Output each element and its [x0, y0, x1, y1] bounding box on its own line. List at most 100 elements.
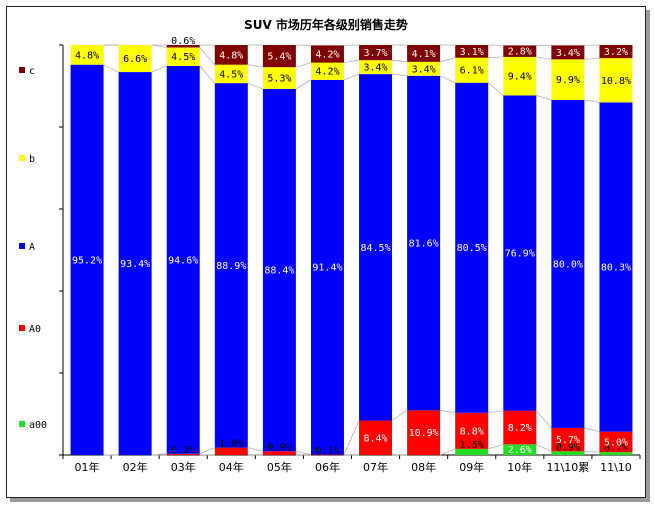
bar-b-9: [503, 56, 537, 96]
data-label-a00-8: 1.5%: [460, 440, 484, 451]
connector-a00: [439, 448, 456, 456]
bar-a00-11: [599, 452, 633, 455]
data-label-b-3: 4.5%: [219, 69, 243, 80]
chart-frame: SUV 市场历年各级别销售走势 c b A A0 a00 95.2% 4.8% 93.4% 6…: [6, 6, 646, 498]
connector-A: [343, 73, 360, 81]
legend-item-c: c: [19, 66, 35, 77]
data-label-b-10: 9.9%: [556, 75, 580, 86]
data-label-A0-6: 8.4%: [363, 433, 387, 444]
connector-A0: [295, 450, 312, 455]
connector-A: [391, 73, 408, 77]
legend-item-A0: A0: [19, 324, 41, 335]
category-label-3: 04年: [219, 460, 244, 474]
bars: [70, 45, 633, 456]
data-label-A-1: 93.4%: [120, 259, 150, 270]
legend-swatch: [19, 421, 25, 427]
data-label-b-1: 6.6%: [123, 54, 147, 65]
bar-c-2: [166, 45, 200, 48]
data-label-A-6: 84.5%: [360, 243, 390, 254]
data-label-c-11: 3.2%: [604, 47, 628, 58]
legend-item-A: A: [19, 242, 35, 253]
category-label-1: 02年: [123, 460, 148, 474]
data-label-b-5: 4.2%: [315, 67, 339, 78]
data-label-A-8: 80.5%: [457, 243, 487, 254]
category-label-10: 11\10累: [547, 461, 590, 474]
bar-b-7: [407, 61, 441, 76]
data-label-A-10: 80.0%: [553, 259, 583, 270]
data-label-a00-9: 2.6%: [508, 445, 532, 456]
bar-A0-3: [214, 447, 248, 455]
legend-label: A0: [29, 324, 41, 335]
series-connectors: [103, 44, 600, 456]
connector-b: [343, 59, 360, 64]
legend-label: c: [29, 66, 35, 77]
bar-A-8: [455, 82, 489, 413]
bar-b-4: [262, 67, 296, 89]
connector-a00: [488, 443, 504, 450]
bar-a00-8: [455, 448, 489, 455]
data-label-A-7: 81.6%: [409, 239, 439, 250]
connector-a00: [536, 443, 552, 452]
category-label-5: 06年: [315, 460, 340, 474]
data-label-c-5: 4.2%: [315, 50, 339, 61]
data-label-A-2: 94.6%: [168, 255, 198, 266]
data-label-A0-8: 8.8%: [460, 426, 484, 437]
data-label-c-4: 5.4%: [267, 52, 291, 63]
legend-item-b: b: [19, 154, 35, 165]
bar-c-8: [455, 45, 489, 58]
data-label-A0-2: 0.3%: [171, 445, 195, 456]
data-label-b-6: 3.4%: [363, 63, 387, 74]
connector-b: [440, 57, 456, 63]
category-label-11: 11\10: [600, 461, 632, 474]
bar-c-11: [599, 45, 633, 59]
bar-b-0: [70, 45, 104, 65]
bar-A-7: [407, 75, 441, 411]
bar-A-6: [359, 74, 393, 421]
connector-b: [295, 62, 312, 68]
connector-b: [199, 47, 216, 65]
legend-label: a00: [29, 420, 47, 431]
data-label-A-0: 95.2%: [72, 255, 102, 266]
data-label-b-4: 5.3%: [267, 74, 291, 85]
connector-A0: [440, 409, 456, 414]
connector-A0: [199, 447, 215, 455]
category-label-8: 09年: [459, 460, 484, 474]
bar-b-6: [359, 60, 393, 75]
bar-b-1: [118, 45, 152, 73]
connector-A: [103, 64, 119, 73]
data-label-A-9: 76.9%: [505, 249, 535, 260]
bar-c-6: [359, 45, 393, 61]
data-label-A0-3: 1.8%: [219, 439, 243, 450]
data-label-A0-7: 10.9%: [409, 428, 439, 439]
connector-b: [247, 64, 263, 68]
data-label-c-8: 3.1%: [460, 47, 484, 58]
bar-A0-5: [310, 454, 344, 456]
data-label-A-5: 91.4%: [312, 263, 342, 274]
data-label-a00-10: 0.9%: [556, 442, 580, 453]
data-label-c-10: 3.4%: [556, 48, 580, 59]
bar-c-10: [551, 45, 585, 60]
connector-A0: [535, 410, 552, 429]
connector-A: [584, 99, 600, 103]
stacked-bar-chart: SUV 市场历年各级别销售走势 c b A A0 a00 95.2% 4.8% 93.4% 6…: [19, 17, 641, 474]
data-label-c-2: 0.6%: [171, 36, 195, 47]
bar-a00-10: [551, 451, 585, 455]
bar-a00-9: [503, 444, 537, 455]
category-label-6: 07年: [363, 460, 388, 474]
bar-A-3: [214, 83, 248, 448]
bar-b-5: [310, 62, 344, 80]
bar-A-11: [599, 102, 633, 432]
connector-A: [151, 65, 167, 73]
category-label-2: 03年: [171, 460, 196, 474]
bar-b-10: [551, 59, 585, 100]
data-label-b-7: 3.4%: [412, 64, 436, 75]
bar-A0-2: [166, 453, 200, 455]
data-label-c-6: 3.7%: [363, 48, 387, 59]
bar-A0-8: [455, 412, 489, 449]
connector-A0: [151, 453, 167, 456]
chart-title: SUV 市场历年各级别销售走势: [244, 17, 408, 32]
connector-A: [439, 75, 456, 84]
connector-A0: [391, 409, 408, 421]
bar-b-8: [455, 57, 489, 83]
connector-A: [536, 95, 552, 101]
